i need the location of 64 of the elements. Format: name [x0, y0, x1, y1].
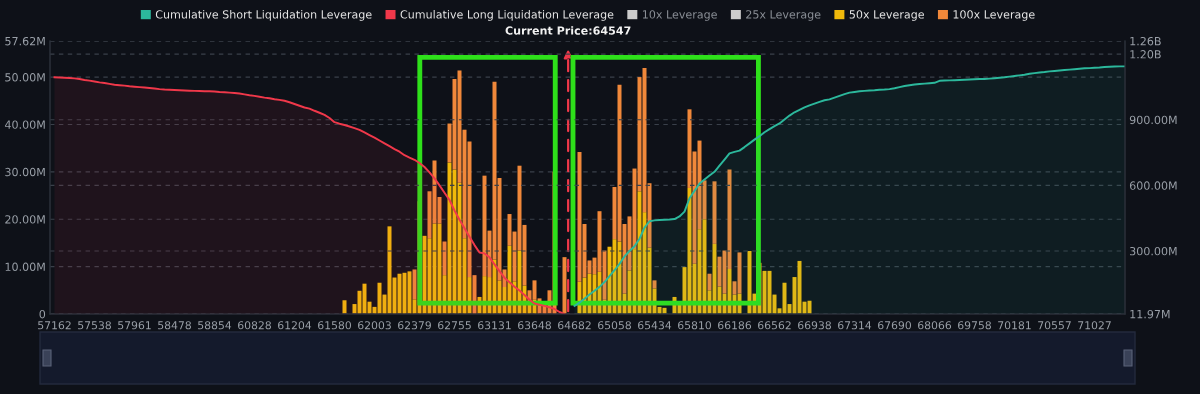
y2-tick-label: 300.00M — [1130, 246, 1177, 256]
bar — [507, 214, 512, 246]
text: Current Price:64547 — [505, 26, 631, 35]
y-tick-label: 0 — [39, 309, 46, 319]
bar — [412, 269, 417, 300]
bar — [792, 277, 797, 314]
bar — [767, 270, 772, 314]
x-tick-label: 63648 — [518, 321, 551, 330]
x-tick-label: 57162 — [38, 321, 71, 330]
y-tick-label: 10.00M — [5, 262, 45, 271]
x-tick-label: 67314 — [838, 321, 872, 330]
x-tick-label: 65434 — [638, 321, 672, 330]
y2-tick-label: 1.20B — [1130, 50, 1161, 59]
bar — [717, 256, 722, 287]
y-tick-label: 40.00M — [4, 120, 45, 129]
x-tick-label: 71027 — [1078, 321, 1111, 330]
x-tick-label: 62003 — [358, 321, 391, 330]
x-tick-label: 65810 — [678, 321, 712, 330]
legend-label: 25x Leverage — [746, 10, 821, 21]
x-tick-label: 66938 — [798, 321, 831, 330]
legend-label: 10x Leverage — [642, 10, 717, 21]
x-tick-label: 61580 — [318, 321, 352, 330]
bar — [652, 280, 657, 289]
x-tick-label: 66562 — [758, 321, 791, 330]
x-tick-label: 69758 — [958, 321, 991, 330]
x-tick-label: 64682 — [558, 321, 591, 330]
x-tick-label: 65058 — [598, 321, 631, 330]
legend-label: Cumulative Short Liquidation Leverage — [155, 10, 372, 21]
bar — [402, 272, 407, 314]
x-tick-label: 62755 — [438, 321, 471, 330]
x-tick-label: 70181 — [998, 321, 1031, 330]
legend-label: 50x Leverage — [849, 10, 924, 21]
y-tick-label: 57.62M — [5, 36, 45, 46]
bar — [707, 273, 712, 291]
legend-label: Cumulative Long Liquidation Leverage — [400, 10, 614, 21]
x-tick-label: 60828 — [238, 321, 271, 330]
x-tick-label: 68066 — [918, 321, 952, 330]
x-tick-label: 58854 — [198, 321, 232, 330]
x-tick-label: 57538 — [78, 321, 111, 330]
x-tick-label: 66186 — [718, 321, 752, 330]
x-tick-label: 57961 — [118, 321, 151, 330]
y2-tick-label: 900.00M — [1129, 115, 1177, 125]
bar — [442, 241, 447, 276]
x-tick-label: 61204 — [278, 321, 312, 330]
bar — [377, 282, 382, 314]
x-tick-label: 67690 — [878, 321, 912, 330]
y-tick-label: 30.00M — [5, 167, 45, 177]
bar — [807, 300, 812, 314]
y2-tick-label: 11.97M — [1130, 309, 1170, 319]
y-tick-label: 20.00M — [5, 215, 45, 224]
bar — [737, 252, 742, 294]
bar — [712, 181, 717, 244]
legend-label: 100x Leverage — [953, 10, 1035, 21]
y2-tick-label: 600.00M — [1129, 181, 1177, 190]
x-tick-label: 70557 — [1038, 321, 1071, 330]
y2-tick-label: 1.26B — [1130, 36, 1161, 46]
x-tick-label: 63131 — [478, 321, 511, 330]
bar — [797, 260, 802, 314]
x-tick-label: 62379 — [398, 321, 431, 330]
y-tick-label: 50.00M — [5, 73, 45, 82]
bar — [357, 290, 362, 314]
x-tick-label: 58478 — [158, 321, 191, 330]
bar — [772, 294, 777, 314]
bar — [562, 257, 567, 314]
